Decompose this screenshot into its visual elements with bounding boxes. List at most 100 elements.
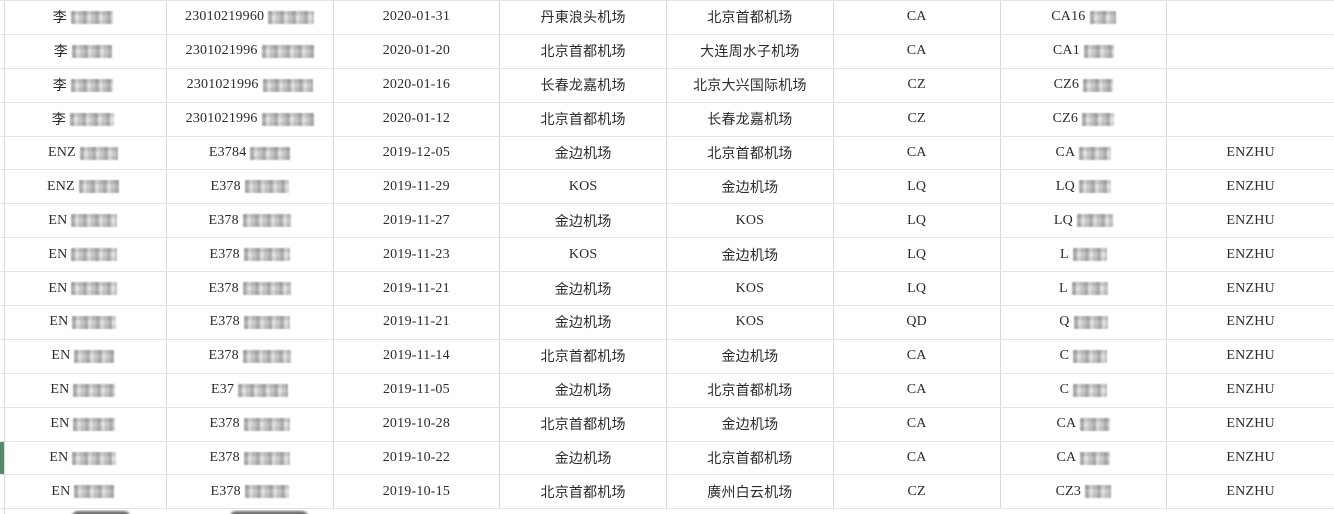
cell-departure-airport[interactable]: 丹東浪头机场 <box>500 1 667 34</box>
table-row[interactable]: 李 2301021996 2020-01-20 北京首都机场 大连周水子机场 C… <box>0 34 1334 69</box>
cell-airline-code[interactable]: CA <box>834 136 1001 170</box>
cell-passenger-tag[interactable]: ENZHU <box>1167 272 1334 305</box>
cell-passenger-name[interactable]: EN <box>0 373 167 407</box>
cell-passenger-tag[interactable] <box>1167 103 1334 136</box>
cell-document-number[interactable]: E378 <box>167 306 334 339</box>
cell-passenger-tag[interactable]: ENZHU <box>1167 475 1334 508</box>
cell-passenger-name[interactable]: EN <box>0 475 167 509</box>
cell-flight-number[interactable]: Q <box>1001 306 1168 339</box>
cell-flight-number[interactable]: CA <box>1001 136 1168 170</box>
cell-departure-airport[interactable]: 长春龙嘉机场 <box>500 68 667 102</box>
cell-airline-code[interactable]: CZ <box>834 68 1001 102</box>
cell-document-number[interactable]: E378 <box>167 204 334 238</box>
cell-departure-airport[interactable]: 北京首都机场 <box>500 339 667 373</box>
table-row[interactable]: EN E378 2019-10-22 金边机场 北京首都机场 CA CA ENZ… <box>0 441 1334 476</box>
cell-flight-number[interactable]: CZ3 <box>1001 475 1168 509</box>
cell-document-number[interactable]: E378 <box>167 475 334 509</box>
cell-airline-code[interactable]: CA <box>834 1 1001 34</box>
cell-arrival-airport[interactable]: 北京大兴国际机场 <box>667 68 834 102</box>
cell-flight-date[interactable]: 2020-01-31 <box>334 1 501 34</box>
cell-airline-code[interactable]: LQ <box>834 238 1001 272</box>
cell-airline-code[interactable]: CA <box>834 441 1001 475</box>
cell-departure-airport[interactable]: 金边机场 <box>500 373 667 407</box>
cell-airline-code[interactable]: CA <box>834 373 1001 407</box>
cell-document-number[interactable]: E378 <box>167 170 334 204</box>
cell-airline-code[interactable]: CA <box>834 34 1001 68</box>
cell-departure-airport[interactable]: KOS <box>500 238 667 272</box>
cell-departure-airport[interactable]: 北京首都机场 <box>500 34 667 68</box>
cell-document-number[interactable]: 2301021996 <box>167 102 334 136</box>
cell-arrival-airport[interactable]: 金边机场 <box>667 407 834 441</box>
cell-flight-date[interactable]: 2019-11-21 <box>334 306 501 339</box>
cell-flight-number[interactable]: CA <box>1001 441 1168 475</box>
cell-flight-number[interactable]: L <box>1001 238 1168 272</box>
cell-arrival-airport[interactable]: 金边机场 <box>667 339 834 373</box>
cell-departure-airport[interactable]: 金边机场 <box>500 441 667 475</box>
cell-passenger-name[interactable]: 李 <box>0 1 167 34</box>
cell-passenger-name[interactable]: EN <box>0 339 167 373</box>
cell-departure-airport[interactable]: KOS <box>500 170 667 204</box>
cell-document-number[interactable]: E378 <box>167 441 334 475</box>
cell-passenger-tag[interactable] <box>1167 69 1334 102</box>
cell-departure-airport[interactable]: 金边机场 <box>500 204 667 238</box>
cell-flight-number[interactable]: CZ6 <box>1001 68 1168 102</box>
cell-airline-code[interactable]: CA <box>834 339 1001 373</box>
cell-arrival-airport[interactable]: 大连周水子机场 <box>667 34 834 68</box>
cell-flight-date[interactable]: 2019-10-15 <box>334 475 501 509</box>
cell-passenger-tag[interactable]: ENZHU <box>1167 204 1334 237</box>
cell-passenger-tag[interactable]: ENZHU <box>1167 238 1334 271</box>
table-row[interactable]: EN E378 2019-10-28 北京首都机场 金边机场 CA CA ENZ… <box>0 407 1334 442</box>
table-row[interactable]: EN E378 2019-11-21 金边机场 KOS LQ L ENZHU <box>0 272 1334 307</box>
cell-passenger-name[interactable]: EN <box>0 204 167 238</box>
cell-flight-date[interactable]: 2019-11-05 <box>334 373 501 407</box>
cell-passenger-tag[interactable] <box>1167 35 1334 68</box>
cell-flight-number[interactable]: L <box>1001 272 1168 306</box>
cell-passenger-tag[interactable] <box>1167 1 1334 34</box>
cell-flight-number[interactable]: C <box>1001 339 1168 373</box>
cell-flight-date[interactable]: 2019-10-28 <box>334 407 501 441</box>
cell-flight-number[interactable]: CZ6 <box>1001 102 1168 136</box>
cell-document-number[interactable]: E378 <box>167 339 334 373</box>
cell-document-number[interactable]: 2301021996 <box>167 68 334 102</box>
cell-airline-code[interactable]: LQ <box>834 204 1001 238</box>
table-row[interactable]: EN E378 2019-11-27 金边机场 KOS LQ LQ ENZHU <box>0 204 1334 239</box>
cell-passenger-name[interactable]: ENZ <box>0 136 167 170</box>
table-row[interactable]: EN E37 2019-11-05 金边机场 北京首都机场 CA C ENZHU <box>0 373 1334 408</box>
cell-flight-date[interactable]: 2019-11-27 <box>334 204 501 238</box>
cell-document-number[interactable]: 2301021996 <box>167 34 334 68</box>
cell-passenger-name[interactable]: 李 <box>0 102 167 136</box>
cell-document-number[interactable]: 23010219960 <box>167 1 334 34</box>
cell-flight-date[interactable]: 2019-11-23 <box>334 238 501 272</box>
cell-departure-airport[interactable]: 金边机场 <box>500 272 667 306</box>
cell-departure-airport[interactable]: 北京首都机场 <box>500 102 667 136</box>
cell-passenger-name[interactable]: EN <box>0 407 167 441</box>
cell-passenger-tag[interactable]: ENZHU <box>1167 137 1334 170</box>
cell-passenger-tag[interactable]: ENZHU <box>1167 340 1334 373</box>
cell-arrival-airport[interactable]: 金边机场 <box>667 238 834 272</box>
cell-arrival-airport[interactable]: KOS <box>667 204 834 238</box>
cell-arrival-airport[interactable]: 北京首都机场 <box>667 373 834 407</box>
cell-flight-date[interactable]: 2020-01-20 <box>334 34 501 68</box>
cell-passenger-tag[interactable]: ENZHU <box>1167 408 1334 441</box>
cell-departure-airport[interactable]: 北京首都机场 <box>500 407 667 441</box>
cell-flight-number[interactable]: LQ <box>1001 170 1168 204</box>
table-row[interactable]: EN E378 2019-11-23 KOS 金边机场 LQ L ENZHU <box>0 238 1334 273</box>
cell-passenger-name[interactable]: ENZ <box>0 170 167 204</box>
cell-airline-code[interactable]: LQ <box>834 170 1001 204</box>
table-row[interactable]: EN E378 2019-10-15 北京首都机场 廣州白云机场 CZ CZ3 … <box>0 475 1334 510</box>
cell-document-number[interactable]: E378 <box>167 238 334 272</box>
cell-arrival-airport[interactable]: KOS <box>667 306 834 339</box>
cell-airline-code[interactable]: CZ <box>834 475 1001 509</box>
cell-document-number[interactable]: E378 <box>167 407 334 441</box>
cell-airline-code[interactable]: QD <box>834 306 1001 339</box>
table-row[interactable]: EN E378 2019-11-14 北京首都机场 金边机场 CA C ENZH… <box>0 339 1334 374</box>
cell-arrival-airport[interactable]: 长春龙嘉机场 <box>667 102 834 136</box>
cell-flight-number[interactable]: CA16 <box>1001 1 1168 34</box>
cell-arrival-airport[interactable]: 廣州白云机场 <box>667 475 834 509</box>
cell-passenger-name[interactable]: 李 <box>0 34 167 68</box>
table-row[interactable]: EN E378 2019-11-21 金边机场 KOS QD Q ENZHU <box>0 306 1334 340</box>
cell-flight-number[interactable]: CA1 <box>1001 34 1168 68</box>
cell-airline-code[interactable]: CZ <box>834 102 1001 136</box>
cell-departure-airport[interactable]: 北京首都机场 <box>500 475 667 509</box>
cell-passenger-tag[interactable]: ENZHU <box>1167 442 1334 475</box>
